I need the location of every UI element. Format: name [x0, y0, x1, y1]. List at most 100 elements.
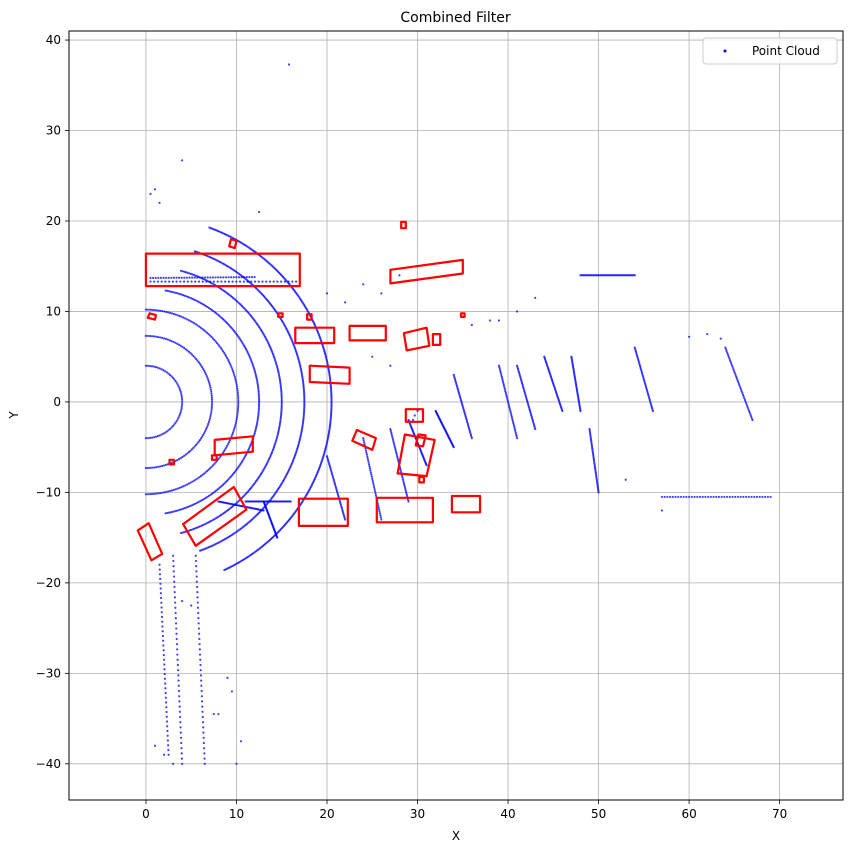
point — [172, 570, 175, 573]
y-tick-label: −40 — [36, 757, 61, 771]
bounding-box — [306, 313, 313, 321]
point — [747, 408, 750, 411]
point — [177, 684, 180, 687]
point — [224, 353, 227, 356]
point — [237, 405, 240, 409]
point — [741, 391, 744, 394]
point — [235, 417, 238, 421]
point — [146, 334, 150, 338]
point — [502, 382, 505, 385]
point — [214, 340, 217, 343]
point — [379, 516, 382, 519]
point — [362, 283, 365, 286]
point — [152, 466, 156, 469]
point — [279, 416, 282, 419]
point — [209, 334, 212, 337]
point — [176, 292, 179, 295]
point — [203, 757, 206, 760]
point — [193, 479, 196, 482]
point — [196, 276, 199, 279]
point — [210, 392, 213, 395]
point — [254, 374, 258, 378]
point — [257, 390, 260, 394]
point — [265, 280, 268, 283]
point — [179, 412, 182, 415]
point — [199, 674, 203, 677]
point — [399, 469, 402, 472]
point — [253, 275, 256, 279]
point — [302, 414, 305, 418]
point — [724, 348, 728, 351]
point — [174, 611, 177, 615]
bounding-box — [389, 258, 464, 285]
point — [372, 483, 375, 487]
point — [180, 747, 183, 750]
point — [144, 493, 148, 496]
point — [365, 451, 368, 454]
point — [272, 280, 275, 283]
point — [164, 337, 168, 341]
bounding-box — [182, 485, 248, 547]
point — [176, 383, 179, 386]
bounding-box — [351, 428, 377, 451]
point — [172, 340, 175, 344]
point — [277, 370, 280, 373]
x-tick-label: 50 — [591, 807, 606, 821]
point — [257, 407, 261, 410]
point — [173, 580, 176, 583]
point — [173, 591, 176, 594]
point — [256, 383, 259, 386]
point — [160, 368, 163, 371]
bounding-box — [396, 433, 436, 478]
point — [197, 280, 201, 283]
point — [192, 503, 195, 506]
point — [747, 409, 751, 413]
point — [149, 276, 152, 280]
point — [154, 276, 157, 280]
tick-layer: 0 10 20 30 40 50 60 70 −40 −30 −20 −10 0 10 20 30 40 — [36, 33, 788, 821]
point — [278, 375, 281, 378]
point — [164, 280, 167, 283]
point — [736, 495, 740, 499]
point — [179, 390, 182, 394]
point — [246, 280, 249, 283]
point — [660, 509, 664, 512]
point — [158, 465, 162, 468]
point — [178, 292, 181, 296]
point — [171, 510, 174, 513]
point — [160, 464, 164, 468]
point — [257, 280, 260, 283]
point — [737, 382, 740, 385]
point — [167, 744, 170, 747]
point — [509, 409, 512, 413]
point — [280, 390, 283, 393]
point — [144, 364, 148, 367]
point — [235, 419, 238, 423]
point — [389, 429, 392, 432]
point — [279, 414, 283, 417]
point — [180, 315, 183, 318]
point — [178, 276, 181, 279]
point — [148, 364, 152, 368]
y-tick-label: −20 — [36, 576, 61, 590]
point — [210, 400, 214, 404]
point — [255, 423, 258, 426]
point — [204, 330, 207, 333]
bounding-box — [144, 252, 301, 288]
point — [198, 632, 201, 635]
point — [280, 395, 283, 398]
point — [178, 314, 181, 318]
point — [156, 366, 160, 369]
point — [203, 432, 206, 435]
point — [158, 573, 162, 576]
point — [726, 351, 729, 355]
point — [248, 354, 251, 357]
point — [513, 427, 516, 431]
point — [195, 565, 198, 568]
point — [499, 371, 502, 375]
point — [302, 416, 305, 419]
point — [197, 440, 200, 443]
point — [745, 404, 749, 407]
point — [737, 380, 740, 384]
point — [398, 274, 401, 277]
